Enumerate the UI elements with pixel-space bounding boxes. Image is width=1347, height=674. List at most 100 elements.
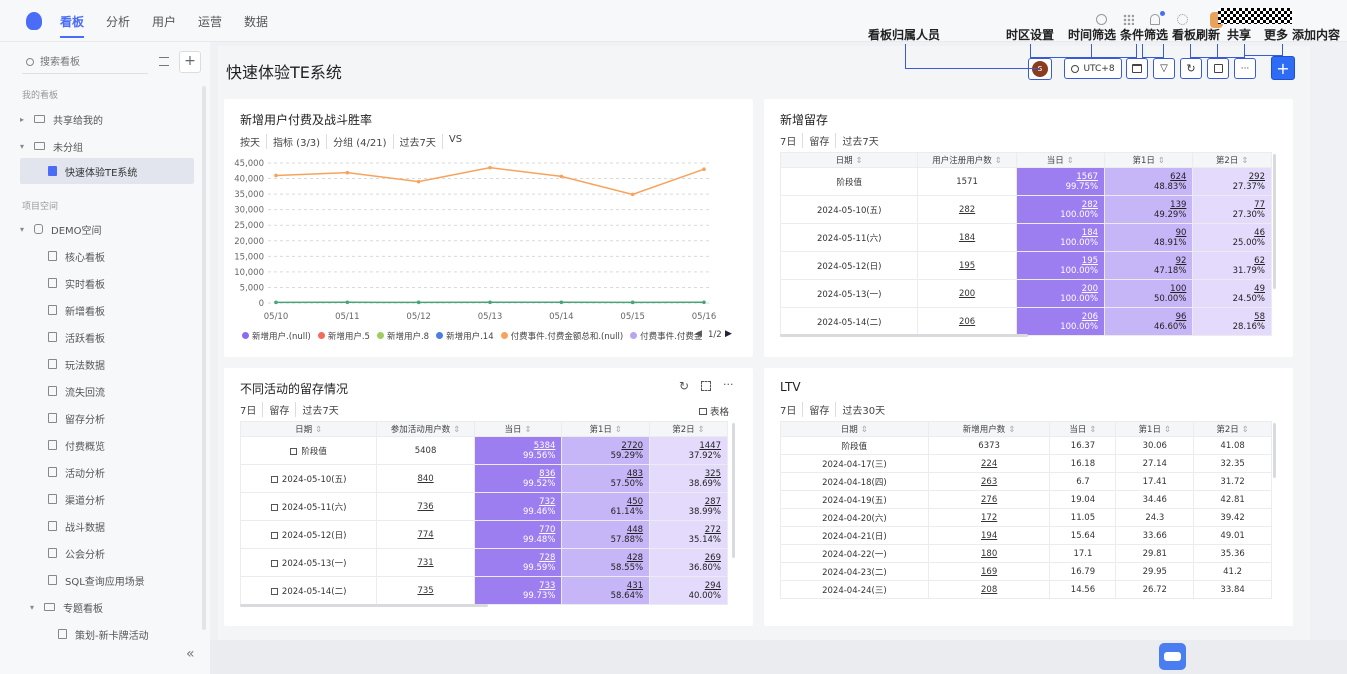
sidebar-scrollbar[interactable] (202, 86, 206, 630)
data-point[interactable] (488, 165, 492, 170)
retention-cell[interactable]: 46 25.00% (1192, 223, 1272, 252)
retention-cell[interactable]: 62 31.79% (1192, 251, 1272, 280)
retention-cell[interactable]: 287 38.99% (649, 492, 728, 521)
retention-cell[interactable]: 96 46.60% (1104, 307, 1194, 336)
sidebar-folder-shared[interactable]: ▸ 共享给我的 (20, 106, 220, 132)
retention-cell[interactable]: 58 28.16% (1192, 307, 1272, 336)
filter-chip[interactable]: 过去7天 (392, 134, 442, 149)
filter-chip[interactable]: 分组 (4/21) (326, 134, 392, 149)
column-header[interactable]: 第1日 ⇕ (1115, 421, 1195, 437)
retention-cell[interactable]: 624 48.83% (1104, 167, 1194, 196)
filter-chip[interactable]: 过去7天 (835, 133, 884, 148)
retention-cell[interactable]: 139 49.29% (1104, 195, 1194, 224)
retention-cell[interactable]: 272 35.14% (649, 520, 728, 549)
legend-item[interactable]: 新增用户.8 (376, 330, 429, 342)
data-point[interactable] (488, 300, 492, 305)
expand-row-icon[interactable] (270, 559, 278, 567)
timezone-button[interactable]: UTC+8 (1064, 58, 1122, 79)
retention-cell[interactable]: 448 57.88% (561, 520, 651, 549)
legend-item[interactable]: 付费事件.付费金额总和.(null) (500, 330, 623, 342)
table-hscrollbar[interactable] (240, 604, 488, 607)
retention-cell[interactable]: 90 48.91% (1104, 223, 1194, 252)
count-cell[interactable]: 184 (917, 223, 1017, 252)
expand-row-icon[interactable] (270, 475, 278, 483)
data-point[interactable] (416, 300, 421, 305)
sidebar-board-item[interactable]: 活动分析 (48, 459, 248, 485)
count-cell[interactable]: 200 (917, 279, 1017, 308)
count-cell[interactable]: 736 (376, 492, 475, 521)
retention-cell[interactable]: 292 27.37% (1192, 167, 1272, 196)
retention-cell[interactable]: 195 100.00% (1015, 251, 1106, 280)
count-cell[interactable]: 774 (376, 520, 475, 549)
count-cell[interactable]: 206 (917, 307, 1017, 336)
data-point[interactable] (345, 300, 350, 305)
filter-chip[interactable]: 7日 (240, 406, 257, 417)
count-cell[interactable]: 735 (376, 576, 475, 605)
retention-cell[interactable]: 1447 37.92% (649, 436, 728, 465)
column-header[interactable]: 参加活动用户数 ⇕ (376, 421, 475, 437)
sidebar-board-item[interactable]: 留存分析 (48, 405, 248, 431)
column-header[interactable]: 第2日 ⇕ (1192, 152, 1272, 168)
data-point[interactable] (559, 300, 564, 305)
board-search-input[interactable] (38, 53, 148, 71)
retention-cell[interactable]: 728 99.59% (473, 548, 563, 577)
data-point[interactable] (345, 170, 350, 175)
sidebar-space-demo[interactable]: ▾ DEMO空间 (20, 216, 220, 242)
data-point[interactable] (702, 167, 706, 172)
table-vscrollbar[interactable] (1273, 423, 1276, 478)
retention-cell[interactable]: 206 100.00% (1015, 307, 1106, 336)
table-vscrollbar[interactable] (1273, 154, 1276, 289)
retention-cell[interactable]: 836 99.52% (473, 464, 563, 493)
column-header[interactable]: 用户注册用户数 ⇕ (917, 152, 1017, 168)
sidebar-item-current-board[interactable]: 快速体验TE系统 (20, 158, 194, 184)
retention-cell[interactable]: 200 100.00% (1015, 279, 1106, 308)
sidebar-board-item[interactable]: 渠道分析 (48, 486, 248, 512)
column-header[interactable]: 当日 ⇕ (1049, 421, 1117, 437)
ltv-cell[interactable]: 208 (927, 580, 1051, 599)
column-header[interactable]: 第2日 ⇕ (1193, 421, 1272, 437)
time-filter-button[interactable] (1126, 58, 1148, 79)
nav-tab-analysis[interactable]: 分析 (106, 15, 131, 29)
ltv-cell[interactable]: 172 (927, 508, 1051, 527)
retention-cell[interactable]: 732 99.46% (473, 492, 563, 521)
ltv-cell[interactable]: 224 (927, 454, 1051, 473)
expand-row-icon[interactable] (270, 503, 278, 511)
column-header[interactable]: 第2日 ⇕ (649, 421, 728, 437)
column-header[interactable]: 当日 ⇕ (473, 421, 563, 437)
board-owner-avatar[interactable]: s (1028, 58, 1052, 80)
nav-tab-users[interactable]: 用户 (152, 15, 177, 29)
ltv-cell[interactable]: 263 (927, 472, 1051, 491)
sidebar-folder-topic[interactable]: ▾ 专题看板 (30, 594, 230, 620)
retention-cell[interactable]: 483 57.50% (561, 464, 651, 493)
column-header[interactable]: 第1日 ⇕ (561, 421, 651, 437)
sidebar-board-item[interactable]: 玩法数据 (48, 351, 248, 377)
retention-cell[interactable]: 733 99.73% (473, 576, 563, 605)
sidebar-board-item[interactable]: 公会分析 (48, 540, 248, 566)
retention-cell[interactable]: 282 100.00% (1015, 195, 1106, 224)
sidebar-board-item[interactable]: 付费概览 (48, 432, 248, 458)
filter-chip[interactable]: 按天 (240, 138, 260, 149)
sidebar-board-item[interactable]: 活跃看板 (48, 324, 248, 350)
ltv-cell[interactable]: 194 (927, 526, 1051, 545)
sidebar-board-item[interactable]: 流失回流 (48, 378, 248, 404)
share-button[interactable] (1207, 58, 1229, 79)
retention-cell[interactable]: 77 27.30% (1192, 195, 1272, 224)
legend-item[interactable]: 新增用户.(null) (242, 330, 311, 342)
column-header[interactable]: 日期 ⇕ (779, 152, 919, 168)
retention-cell[interactable]: 770 99.48% (473, 520, 563, 549)
count-cell[interactable]: 731 (376, 548, 475, 577)
condition-filter-button[interactable]: ▽ (1153, 58, 1175, 79)
add-content-button[interactable]: + (1271, 56, 1295, 80)
retention-cell[interactable]: 431 58.64% (561, 576, 651, 605)
ltv-cell[interactable]: 180 (927, 544, 1051, 563)
more-button[interactable]: ··· (1234, 58, 1256, 79)
app-logo-icon[interactable] (26, 12, 42, 30)
refresh-button[interactable]: ↻ (1180, 58, 1202, 79)
legend-item[interactable]: 新增用户.5 (317, 330, 370, 342)
retention-cell[interactable]: 294 40.00% (649, 576, 728, 605)
expand-row-icon[interactable] (270, 531, 278, 539)
expand-row-icon[interactable] (270, 587, 278, 595)
retention-cell[interactable]: 5384 99.56% (473, 436, 563, 465)
column-header[interactable]: 日期 ⇕ (239, 421, 378, 437)
data-point[interactable] (274, 173, 278, 178)
